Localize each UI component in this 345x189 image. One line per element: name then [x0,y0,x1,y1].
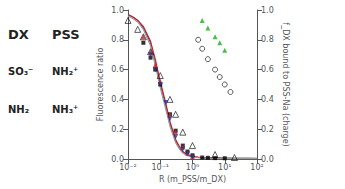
svg-text:0.0: 0.0 [261,154,274,164]
svg-text:0.4: 0.4 [111,95,124,104]
svg-text:10¹: 10¹ [218,163,231,172]
svg-text:0.4: 0.4 [261,95,274,104]
svg-text:1.0: 1.0 [261,6,274,15]
svg-text:10²: 10² [250,163,263,172]
svg-text:0.8: 0.8 [111,35,124,44]
svg-text:f_DX bound to PSS-Na (charge): f_DX bound to PSS-Na (charge) [281,22,290,146]
svg-text:PSS: PSS [52,27,80,42]
svg-text:0.8: 0.8 [261,35,274,44]
svg-text:0.6: 0.6 [111,65,124,74]
svg-text:0.2: 0.2 [261,125,274,134]
svg-text:NH₂⁺: NH₂⁺ [52,66,78,77]
svg-text:NH₃⁺: NH₃⁺ [52,104,78,115]
svg-text:DX: DX [8,27,29,42]
svg-text:0.2: 0.2 [111,125,124,134]
svg-text:SO₃⁻: SO₃⁻ [8,66,33,77]
svg-text:10⁻¹: 10⁻¹ [151,163,169,172]
svg-text:0.6: 0.6 [261,65,274,74]
svg-text:0.0: 0.0 [111,154,124,164]
svg-text:1.0: 1.0 [111,6,124,15]
svg-text:10⁰: 10⁰ [186,163,199,172]
svg-text:NH₂: NH₂ [8,104,29,115]
svg-text:10⁻²: 10⁻² [119,163,137,172]
svg-text:R (m_PSS/m_DX): R (m_PSS/m_DX) [159,175,226,184]
svg-text:Fluorescence ratio: Fluorescence ratio [96,48,105,122]
